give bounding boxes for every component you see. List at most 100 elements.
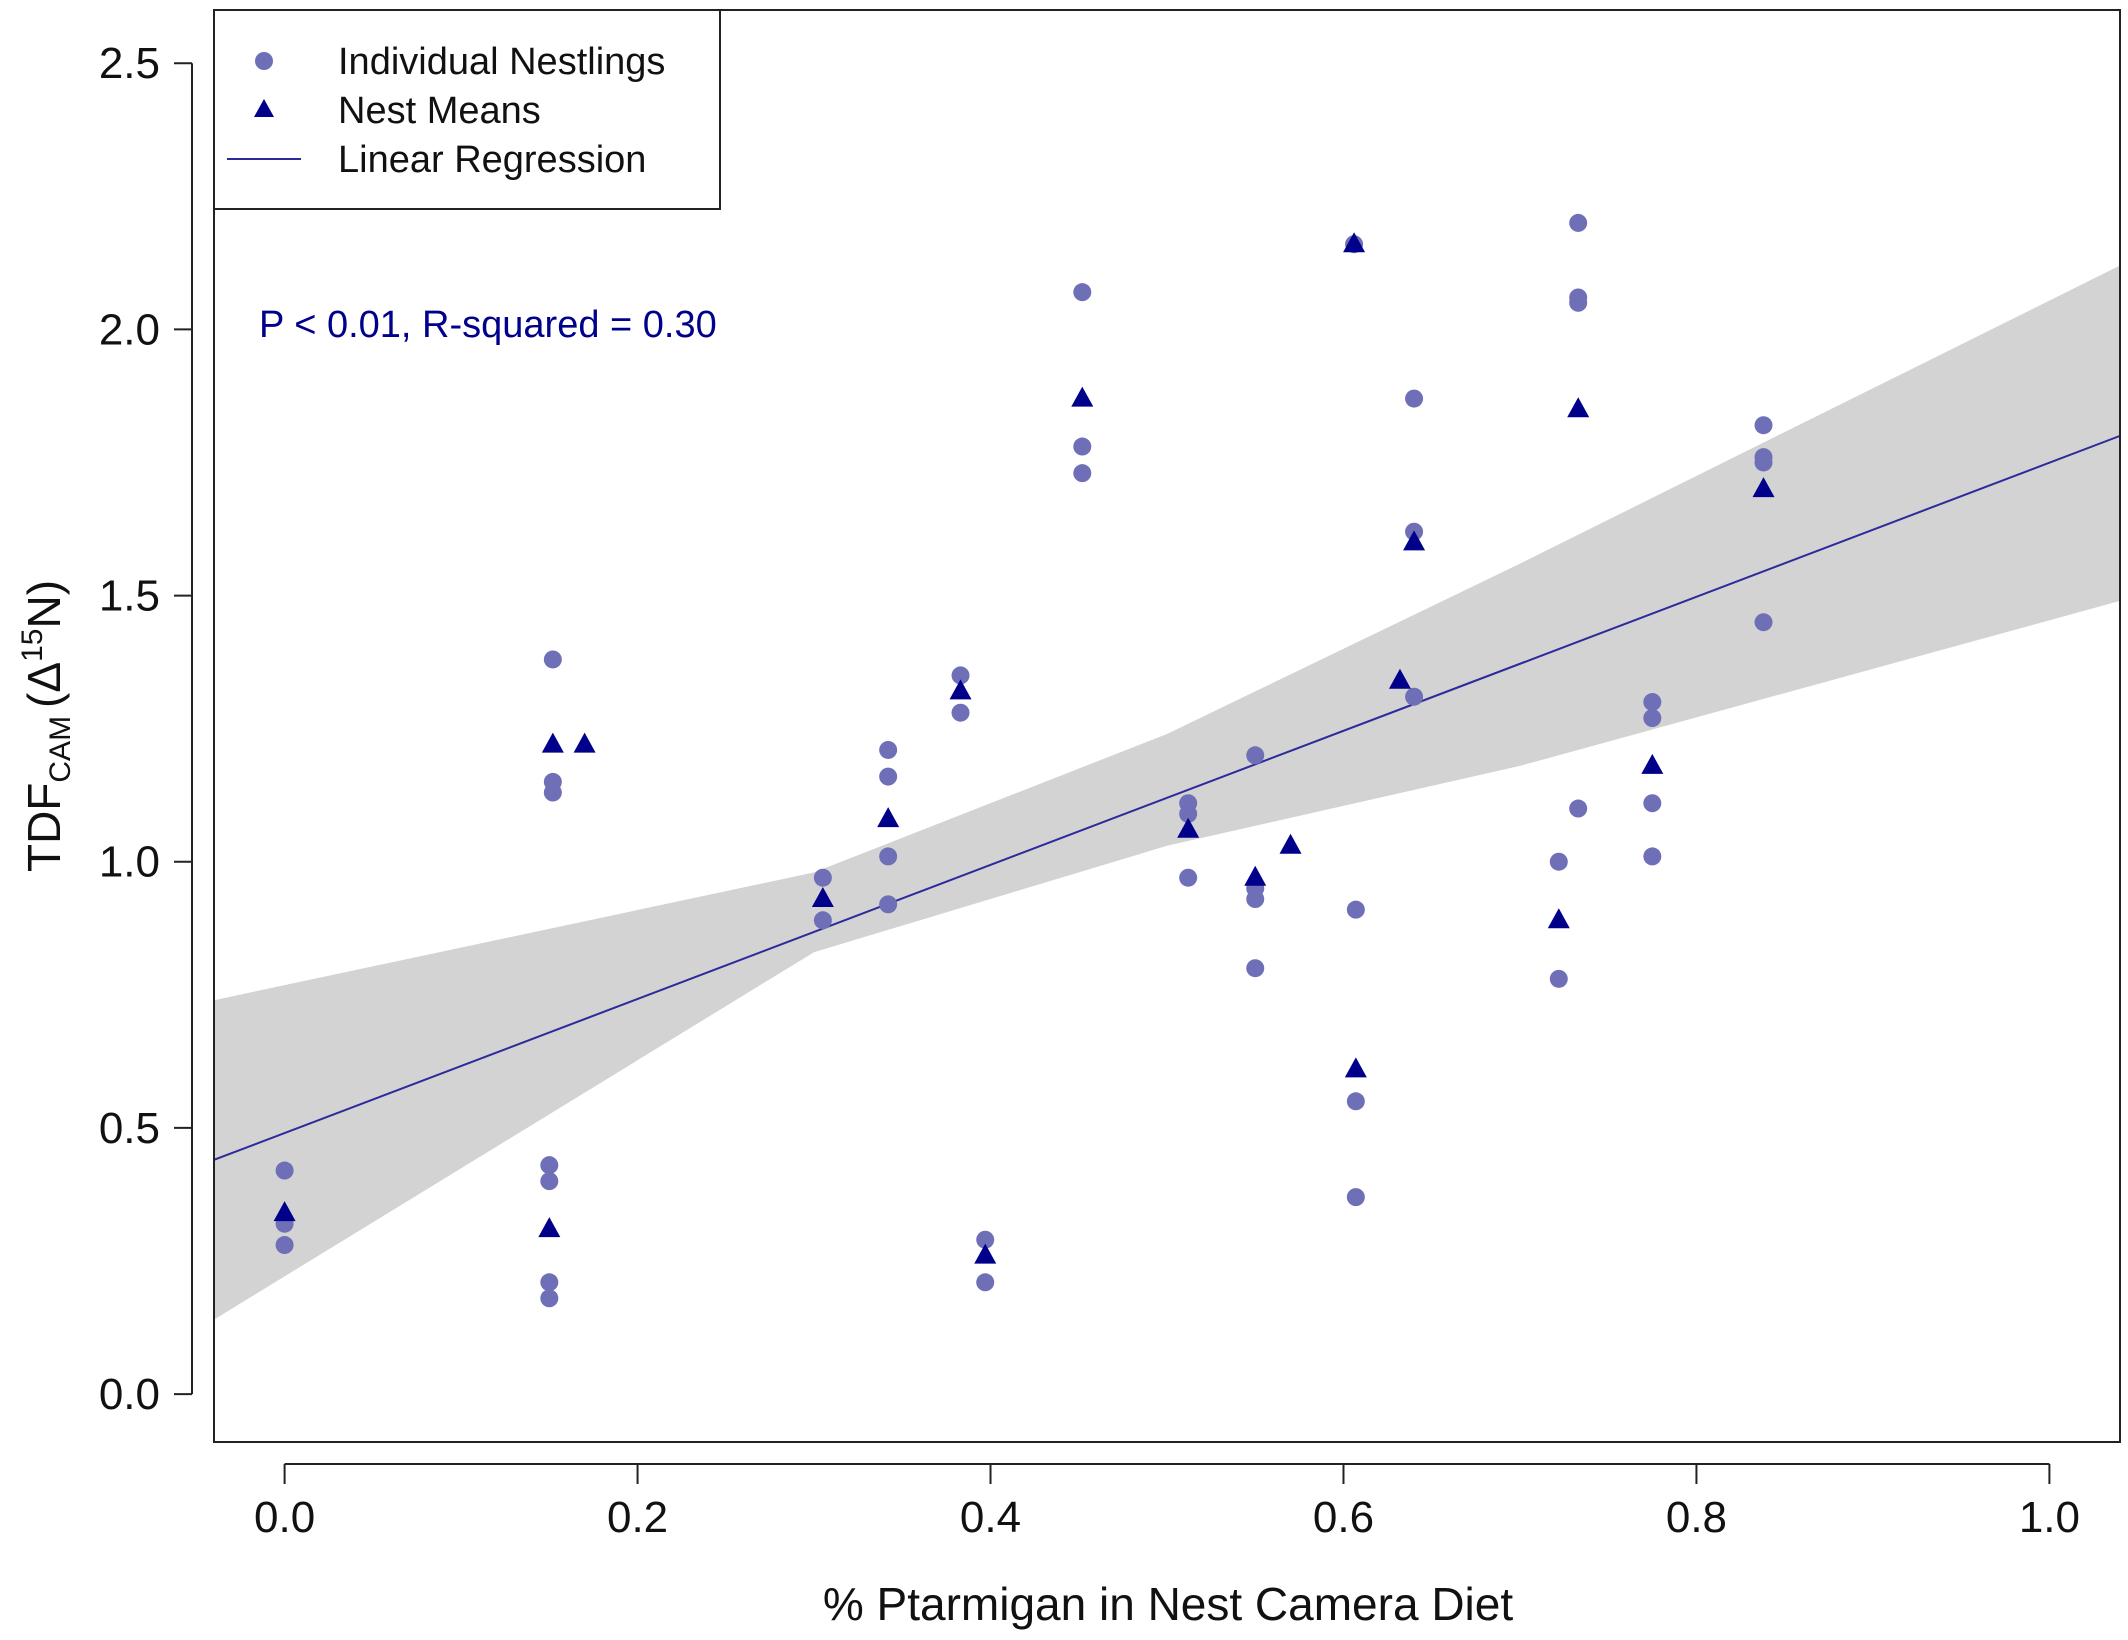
individual-nestling-point	[1754, 416, 1773, 435]
individual-nestling-point	[1643, 794, 1662, 813]
legend-label-means: Nest Means	[338, 90, 541, 132]
individual-nestling-point	[1346, 1188, 1365, 1207]
nest-mean-point	[1752, 477, 1775, 498]
y-axis-label: TDFCAM (Δ15N)	[16, 580, 77, 872]
individual-nestling-point	[1405, 687, 1424, 706]
y-tick-label: 2.5	[99, 39, 160, 88]
y-tick-label: 0.5	[99, 1104, 160, 1153]
individual-nestling-point	[1179, 804, 1198, 823]
individual-nestling-point	[1179, 868, 1198, 887]
y-tick-label: 0.0	[99, 1370, 160, 1419]
individual-nestling-point	[1569, 213, 1588, 232]
legend-marker-circle	[255, 52, 273, 70]
nest-mean-point	[1177, 817, 1200, 838]
nest-mean-point	[1279, 833, 1302, 854]
nest-means-layer	[273, 232, 1775, 1264]
nest-mean-point	[1244, 865, 1267, 886]
individual-nestling-point	[1754, 613, 1773, 632]
individual-nestling-point	[1246, 959, 1265, 978]
nest-mean-point	[273, 1201, 296, 1222]
individual-nestling-point	[879, 740, 898, 759]
nest-mean-point	[1071, 386, 1094, 407]
individual-nestling-point	[879, 847, 898, 866]
nest-mean-point	[1567, 397, 1590, 418]
confidence-band	[214, 265, 2120, 1320]
individual-nestling-point	[813, 911, 832, 930]
individual-nestling-point	[540, 1172, 559, 1191]
nest-mean-point	[1641, 753, 1664, 774]
legend-label-individual: Individual Nestlings	[338, 41, 665, 83]
individual-nestling-point	[976, 1273, 995, 1292]
x-tick-label: 0.0	[254, 1493, 315, 1542]
nest-mean-point	[1343, 232, 1366, 253]
nest-mean-point	[538, 1217, 561, 1238]
individual-nestling-point	[1754, 453, 1773, 472]
individual-nestling-point	[1569, 799, 1588, 818]
y-label-subscript: CAM	[44, 716, 77, 783]
individual-nestling-point	[1246, 746, 1265, 765]
y-label-delta: (Δ	[18, 662, 70, 708]
individual-nestling-point	[1405, 389, 1424, 408]
y-axis: 0.0 0.5 1.0 1.5 2.0 2.5	[99, 39, 193, 1419]
individual-nestling-point	[1073, 283, 1092, 302]
individual-nestling-point	[1643, 709, 1662, 728]
individual-nestling-point	[976, 1230, 995, 1249]
x-tick-label: 0.6	[1313, 1493, 1374, 1542]
individual-nestling-point	[1643, 847, 1662, 866]
nest-mean-point	[1547, 908, 1570, 929]
x-axis-label: % Ptarmigan in Nest Camera Diet	[823, 1578, 1513, 1630]
x-axis: 0.0 0.2 0.4 0.6 0.8 1.0	[254, 1463, 2080, 1542]
y-tick-label: 1.5	[99, 572, 160, 621]
individual-nestling-point	[879, 895, 898, 914]
individual-nestling-point	[1569, 293, 1588, 312]
nest-mean-point	[1388, 668, 1411, 689]
individual-nestling-point	[543, 650, 562, 669]
y-tick-label: 1.0	[99, 838, 160, 887]
individual-nestling-point	[275, 1161, 294, 1180]
y-tick-label: 2.0	[99, 305, 160, 354]
nest-mean-point	[541, 732, 564, 753]
x-tick-label: 0.8	[1666, 1493, 1727, 1542]
individual-nestling-point	[813, 868, 832, 887]
individual-nestling-point	[540, 1156, 559, 1175]
y-label-end: N)	[18, 580, 70, 629]
nest-mean-point	[1344, 1057, 1367, 1078]
individual-nestling-point	[1246, 890, 1265, 909]
individual-nestling-point	[543, 783, 562, 802]
x-tick-label: 0.4	[960, 1493, 1021, 1542]
nest-mean-point	[974, 1243, 997, 1264]
legend: Individual Nestlings Nest Means Linear R…	[213, 9, 721, 210]
nest-mean-point	[877, 807, 900, 828]
legend-label-regression: Linear Regression	[338, 139, 646, 181]
individual-nestling-point	[951, 666, 970, 685]
individual-nestling-point	[879, 767, 898, 786]
nest-mean-point	[949, 679, 972, 700]
regression-line-layer	[213, 434, 2121, 1161]
legend-box	[213, 9, 721, 210]
individual-nestling-point	[540, 1273, 559, 1292]
x-tick-label: 1.0	[2019, 1493, 2080, 1542]
individual-nestling-point	[1549, 852, 1568, 871]
individual-nestling-point	[1549, 969, 1568, 988]
confidence-band-layer	[214, 265, 2120, 1320]
nest-mean-point	[1403, 530, 1426, 551]
y-label-superscript: 15	[16, 629, 49, 662]
x-tick-label: 0.2	[607, 1493, 668, 1542]
individual-nestling-point	[1643, 693, 1662, 712]
individual-nestling-point	[540, 1289, 559, 1308]
nest-mean-point	[573, 732, 596, 753]
individual-nestling-point	[951, 703, 970, 722]
individual-nestling-point	[1346, 1092, 1365, 1111]
individual-nestling-point	[275, 1236, 294, 1255]
y-label-main: TDF	[18, 783, 70, 872]
nest-mean-point	[811, 887, 834, 908]
individual-nestling-point	[1073, 464, 1092, 483]
individual-points-layer	[275, 213, 1773, 1308]
stats-annotation: P < 0.01, R-squared = 0.30	[259, 304, 717, 346]
individual-nestling-point	[1073, 437, 1092, 456]
plot-frame	[213, 9, 2121, 1443]
regression-line	[213, 434, 2121, 1161]
individual-nestling-point	[1346, 900, 1365, 919]
legend-marker-triangle	[254, 99, 274, 117]
